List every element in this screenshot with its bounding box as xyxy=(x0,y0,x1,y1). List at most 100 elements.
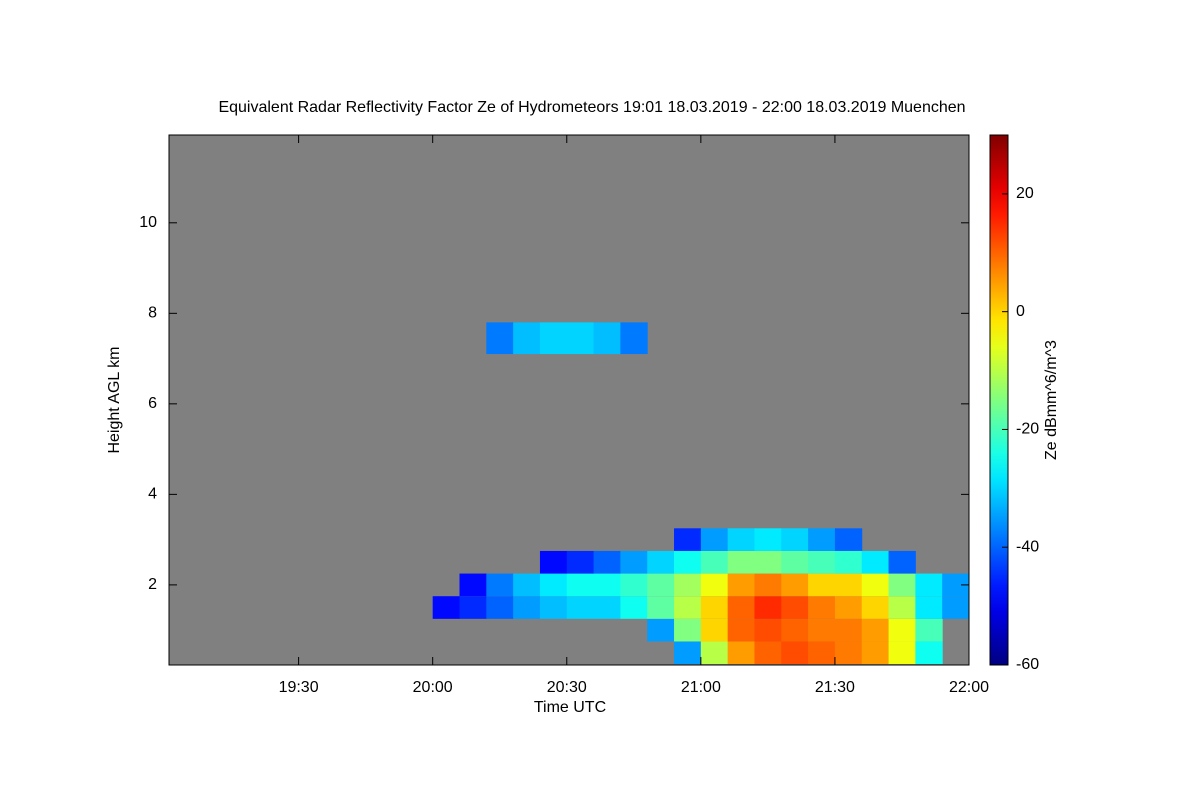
heatmap-cell xyxy=(647,573,675,597)
heatmap-cell xyxy=(700,528,729,551)
heatmap-cell xyxy=(834,618,863,642)
heatmap-cell xyxy=(700,573,729,597)
heatmap-cell xyxy=(915,641,943,665)
heatmap-cell xyxy=(620,322,648,355)
y-tick-label: 10 xyxy=(139,214,157,231)
heatmap-cell xyxy=(861,573,890,597)
heatmap-cell xyxy=(593,596,621,619)
heatmap-cell xyxy=(700,550,729,574)
heatmap-cell xyxy=(861,596,890,619)
heatmap-cell xyxy=(674,641,702,665)
heatmap-cell xyxy=(513,573,541,597)
x-tick-label: 22:00 xyxy=(949,679,989,696)
heatmap-cell xyxy=(566,573,595,597)
heatmap-cell xyxy=(781,596,809,619)
colorbar-tick-label: 20 xyxy=(1016,185,1034,202)
heatmap-cell xyxy=(513,322,541,355)
heatmap-cell xyxy=(808,596,836,619)
heatmap-cell xyxy=(700,641,729,665)
heatmap-cell xyxy=(593,322,621,355)
heatmap-cell xyxy=(593,573,621,597)
heatmap-cell xyxy=(674,528,702,551)
heatmap-cell xyxy=(915,596,943,619)
heatmap-cell xyxy=(808,641,836,665)
heatmap-cell xyxy=(781,641,809,665)
heatmap-cell xyxy=(727,573,755,597)
heatmap xyxy=(432,322,969,665)
heatmap-cell xyxy=(781,573,809,597)
heatmap-cell xyxy=(888,596,916,619)
colorbar-tick-label: -40 xyxy=(1016,538,1039,555)
heatmap-cell xyxy=(593,550,621,574)
heatmap-cell xyxy=(486,573,514,597)
y-tick-label: 2 xyxy=(148,576,157,593)
heatmap-cell xyxy=(539,322,568,355)
colorbar xyxy=(989,134,1009,666)
heatmap-cell xyxy=(486,596,514,619)
heatmap-cell xyxy=(727,618,755,642)
heatmap-cell xyxy=(674,596,702,619)
heatmap-cell xyxy=(620,573,648,597)
heatmap-cell xyxy=(834,596,863,619)
heatmap-cell xyxy=(620,550,648,574)
heatmap-cell xyxy=(566,596,595,619)
heatmap-cell xyxy=(834,641,863,665)
x-axis-label: Time UTC xyxy=(534,699,606,716)
heatmap-cell xyxy=(700,618,729,642)
colorbar-tick-label: 0 xyxy=(1016,303,1025,320)
heatmap-cell xyxy=(647,596,675,619)
heatmap-cell xyxy=(834,573,863,597)
heatmap-cell xyxy=(566,322,595,355)
heatmap-cell xyxy=(754,573,782,597)
heatmap-cell xyxy=(942,596,969,619)
heatmap-cell xyxy=(727,596,755,619)
heatmap-cell xyxy=(754,550,782,574)
heatmap-cell xyxy=(647,618,675,642)
heatmap-cell xyxy=(834,528,863,551)
heatmap-cell xyxy=(539,550,568,574)
heatmap-cell xyxy=(781,528,809,551)
heatmap-cell xyxy=(459,573,487,597)
heatmap-cell xyxy=(674,550,702,574)
heatmap-cell xyxy=(459,596,487,619)
heatmap-cell xyxy=(486,322,514,355)
heatmap-cell xyxy=(513,596,541,619)
heatmap-cell xyxy=(808,550,836,574)
heatmap-cell xyxy=(727,641,755,665)
heatmap-cell xyxy=(754,641,782,665)
heatmap-cell xyxy=(754,618,782,642)
heatmap-cell xyxy=(808,528,836,551)
heatmap-cell xyxy=(700,596,729,619)
heatmap-cell xyxy=(888,550,916,574)
heatmap-cell xyxy=(834,550,863,574)
heatmap-cell xyxy=(539,573,568,597)
x-tick-label: 20:00 xyxy=(413,679,453,696)
heatmap-cell xyxy=(754,596,782,619)
heatmap-cell xyxy=(808,573,836,597)
colorbar-label: Ze dBmm^6/m^3 xyxy=(1043,340,1060,460)
heatmap-cell xyxy=(861,618,890,642)
plot-frame xyxy=(168,134,970,666)
heatmap-cell xyxy=(808,618,836,642)
heatmap-cell xyxy=(539,596,568,619)
heatmap-cell xyxy=(566,550,595,574)
heatmap-cell xyxy=(888,641,916,665)
colorbar-tick-label: -60 xyxy=(1016,656,1039,673)
x-tick-label: 21:00 xyxy=(681,679,721,696)
heatmap-cell xyxy=(861,550,890,574)
heatmap-cell xyxy=(727,528,755,551)
heatmap-cell xyxy=(861,641,890,665)
x-tick-label: 20:30 xyxy=(547,679,587,696)
heatmap-cell xyxy=(915,618,943,642)
x-tick-label: 19:30 xyxy=(279,679,319,696)
heatmap-cell xyxy=(647,550,675,574)
heatmap-cell xyxy=(888,573,916,597)
heatmap-cell xyxy=(915,573,943,597)
chart-title: Equivalent Radar Reflectivity Factor Ze … xyxy=(218,99,965,116)
heatmap-cell xyxy=(727,550,755,574)
heatmap-cell xyxy=(888,618,916,642)
heatmap-cell xyxy=(620,596,648,619)
y-tick-label: 4 xyxy=(148,486,157,503)
heatmap-cell xyxy=(781,618,809,642)
colorbar-tick-label: -20 xyxy=(1016,421,1039,438)
